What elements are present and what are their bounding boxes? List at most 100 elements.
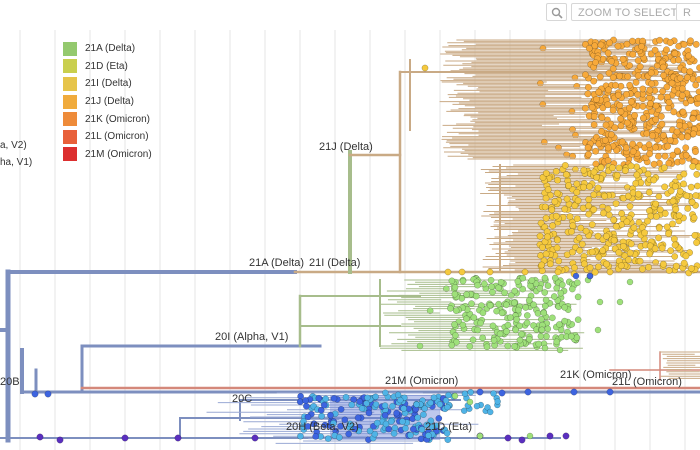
tree-tip[interactable] — [563, 195, 571, 203]
tree-tip[interactable] — [616, 298, 624, 306]
tree-tip[interactable] — [609, 106, 617, 114]
tree-tip[interactable] — [342, 393, 350, 401]
tree-tip[interactable] — [661, 183, 669, 191]
tree-tip[interactable] — [447, 305, 454, 312]
tree-tip[interactable] — [463, 315, 470, 323]
tree-tip[interactable] — [666, 136, 674, 144]
tree-tip[interactable] — [504, 434, 512, 442]
tree-tip[interactable] — [590, 77, 598, 85]
tree-tip[interactable] — [652, 200, 660, 208]
tree-tip[interactable] — [461, 390, 469, 398]
tree-tip[interactable] — [626, 202, 634, 210]
tree-tip[interactable] — [601, 136, 609, 144]
tree-tip[interactable] — [435, 415, 443, 422]
tree-tip[interactable] — [486, 268, 494, 276]
tree-tip[interactable] — [525, 335, 533, 343]
tree-tip[interactable] — [651, 46, 659, 54]
tree-tip[interactable] — [487, 276, 495, 284]
tree-tip[interactable] — [660, 71, 668, 79]
tree-tip[interactable] — [626, 81, 634, 89]
tree-tip[interactable] — [634, 91, 642, 99]
tree-tip[interactable] — [625, 256, 632, 264]
tree-tip[interactable] — [516, 336, 524, 344]
tree-tip[interactable] — [606, 39, 613, 47]
tree-tip[interactable] — [685, 52, 693, 60]
tree-tip[interactable] — [486, 301, 494, 309]
tree-tip[interactable] — [627, 98, 635, 106]
tree-tip[interactable] — [665, 230, 673, 238]
tree-tip[interactable] — [639, 102, 647, 110]
tree-tip[interactable] — [612, 222, 620, 230]
tree-tip[interactable] — [317, 406, 325, 414]
tree-tip[interactable] — [665, 267, 673, 274]
tree-tip[interactable] — [504, 321, 512, 329]
tree-tip[interactable] — [590, 191, 598, 199]
tree-tip[interactable] — [538, 326, 546, 334]
tree-tip[interactable] — [592, 59, 600, 66]
tree-tip[interactable] — [602, 121, 610, 129]
tree-tip[interactable] — [605, 86, 612, 94]
tree-tip[interactable] — [634, 190, 642, 198]
tree-tip[interactable] — [544, 325, 552, 333]
tree-tip[interactable] — [538, 267, 546, 275]
tree-tip[interactable] — [671, 182, 679, 190]
tree-tip[interactable] — [578, 240, 586, 248]
tree-tip[interactable] — [656, 206, 664, 214]
legend-item[interactable]: 21I (Delta) — [63, 75, 152, 93]
tree-tip[interactable] — [389, 402, 396, 410]
tree-tip[interactable] — [568, 228, 575, 236]
tree-tip[interactable] — [619, 55, 627, 63]
tree-tip[interactable] — [575, 234, 583, 242]
tree-tip[interactable] — [596, 73, 604, 81]
tree-tip[interactable] — [442, 397, 450, 404]
tree-tip[interactable] — [402, 424, 409, 432]
tree-tip[interactable] — [554, 297, 562, 304]
tree-tip[interactable] — [345, 430, 352, 438]
tree-tip[interactable] — [664, 142, 672, 150]
tree-tip[interactable] — [484, 404, 491, 411]
tree-tip[interactable] — [472, 292, 480, 300]
tree-tip[interactable] — [613, 171, 621, 179]
tree-tip[interactable] — [36, 433, 44, 441]
tree-tip[interactable] — [646, 250, 654, 258]
clade-label-21k[interactable]: 21K (Omicron) — [560, 369, 632, 381]
tree-tip[interactable] — [553, 338, 561, 346]
legend-item[interactable]: 21L (Omicron) — [63, 128, 152, 146]
tree-tip[interactable] — [591, 268, 599, 276]
tree-tip[interactable] — [568, 285, 576, 293]
tree-tip[interactable] — [476, 388, 484, 396]
tree-tip[interactable] — [541, 289, 549, 296]
tree-tip[interactable] — [427, 399, 434, 407]
tree-tip[interactable] — [568, 248, 576, 256]
tree-tip[interactable] — [695, 114, 700, 122]
tree-tip[interactable] — [535, 340, 543, 348]
tree-tip[interactable] — [421, 405, 428, 412]
tree-tip[interactable] — [495, 300, 502, 308]
tree-tip[interactable] — [655, 234, 663, 242]
tree-tip[interactable] — [641, 229, 649, 237]
tree-tip[interactable] — [673, 128, 681, 136]
tree-tip[interactable] — [445, 391, 452, 399]
tree-tip[interactable] — [693, 239, 700, 247]
tree-tip[interactable] — [394, 391, 402, 399]
tree-tip[interactable] — [633, 171, 641, 179]
tree-tip[interactable] — [645, 188, 653, 196]
tree-tip[interactable] — [649, 132, 656, 140]
tree-tip[interactable] — [391, 424, 399, 432]
tree-tip[interactable] — [407, 431, 414, 439]
tree-tip[interactable] — [670, 108, 678, 116]
tree-tip[interactable] — [387, 418, 395, 425]
tree-tip[interactable] — [510, 299, 518, 307]
tree-tip[interactable] — [354, 414, 362, 422]
tree-tip[interactable] — [310, 420, 318, 428]
tree-tip[interactable] — [322, 395, 330, 403]
tree-tip[interactable] — [657, 112, 665, 120]
tree-tip[interactable] — [692, 40, 700, 48]
reset-layout-button[interactable]: R — [676, 3, 700, 21]
tree-tip[interactable] — [557, 289, 565, 297]
tree-tip[interactable] — [567, 332, 575, 340]
tree-tip[interactable] — [512, 326, 520, 334]
tree-tip[interactable] — [174, 434, 182, 442]
tree-tip[interactable] — [562, 432, 570, 440]
tree-tip[interactable] — [584, 144, 592, 152]
